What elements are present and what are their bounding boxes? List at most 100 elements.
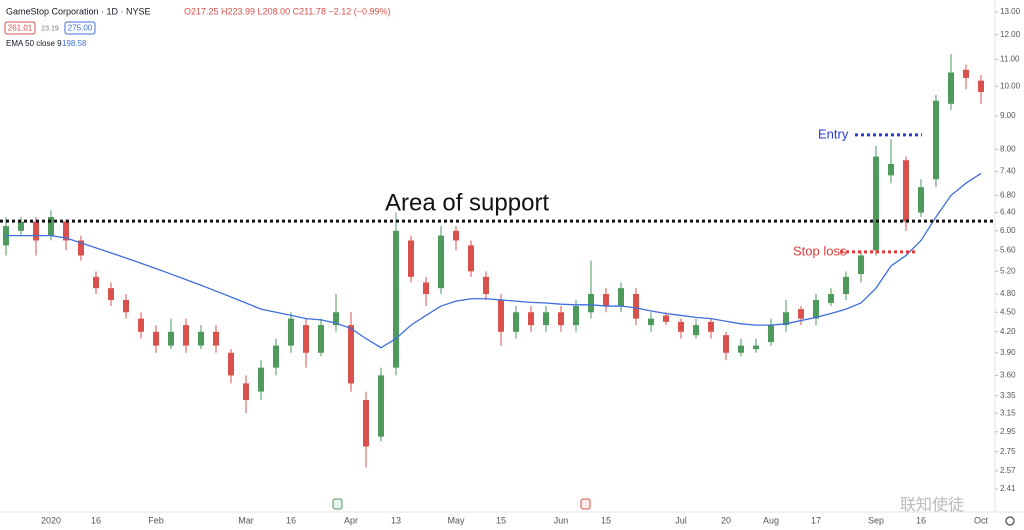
y-tick-label: 3.90 (1000, 348, 1016, 357)
candle-body (483, 276, 489, 294)
x-tick-label: 16 (286, 515, 296, 525)
candle-body (738, 345, 744, 353)
x-tick-label: 15 (496, 515, 506, 525)
candle-body (213, 331, 219, 346)
candle-body (828, 293, 834, 303)
candle-body (663, 315, 669, 322)
ohlc-readout: O217.25 H223.99 L208.00 C211.78 −2.12 (−… (184, 6, 391, 16)
candle-body (618, 288, 624, 307)
annotation-label: Area of support (385, 189, 549, 216)
y-tick-label: 4.80 (1000, 289, 1016, 298)
candle-body (408, 240, 414, 277)
candle-body (228, 352, 234, 376)
candle-body (603, 293, 609, 307)
candle-body (93, 276, 99, 289)
candle-body (588, 293, 594, 313)
candle-body (63, 221, 69, 241)
bid: 261.01 (8, 24, 33, 33)
candle-body (933, 100, 939, 180)
candle-body (768, 325, 774, 343)
candle-body (873, 156, 879, 251)
candle-body (798, 309, 804, 319)
candle-body (393, 230, 399, 368)
candle-body (678, 321, 684, 332)
candle-body (378, 375, 384, 437)
y-tick-label: 5.60 (1000, 245, 1016, 254)
candle-body (978, 80, 984, 92)
x-tick-label: 20 (721, 515, 731, 525)
candle-body (708, 321, 714, 332)
candle-body (543, 312, 549, 326)
candle-body (423, 282, 429, 294)
spread: 23.19 (41, 25, 59, 32)
y-tick-label: 5.20 (1000, 266, 1016, 275)
candle-body (813, 299, 819, 319)
settings-icon[interactable] (1005, 516, 1015, 526)
indicator-value: 198.58 (62, 39, 87, 48)
candle-body (78, 240, 84, 256)
candle-body (468, 245, 474, 272)
symbol-title: GameStop Corporation · 1D · NYSE (6, 6, 151, 16)
candle-body (498, 299, 504, 332)
candle-body (528, 312, 534, 326)
x-tick-label: Jul (675, 515, 687, 525)
candle-body (168, 331, 174, 346)
y-tick-label: 11.00 (1000, 54, 1020, 63)
candle-body (723, 335, 729, 353)
candle-body (123, 299, 129, 313)
candle-body (633, 293, 639, 319)
x-tick-label: Aug (763, 515, 779, 525)
candle-body (243, 383, 249, 401)
candle-body (318, 325, 324, 353)
annotation-label: Entry (818, 126, 849, 141)
y-tick-label: 13.00 (1000, 7, 1021, 16)
candle-body (33, 221, 39, 241)
y-tick-label: 2.95 (1000, 427, 1016, 436)
candle-body (858, 255, 864, 275)
split-marker (580, 498, 591, 510)
candle-body (753, 345, 759, 350)
candle-body (348, 325, 354, 384)
candle-body (333, 312, 339, 326)
y-tick-label: 8.00 (1000, 145, 1016, 154)
candle-body (648, 318, 654, 326)
watermark: 联知使徒 (900, 496, 964, 514)
candle-body (948, 72, 954, 104)
candle-body (963, 69, 969, 78)
x-tick-label: 15 (601, 515, 611, 525)
ema-line (6, 172, 982, 349)
ask: 275.00 (68, 24, 93, 33)
candle-body (288, 318, 294, 346)
candle-body (783, 312, 789, 326)
x-tick-label: Mar (238, 515, 254, 525)
candle-body (18, 221, 24, 231)
y-tick-label: 6.40 (1000, 208, 1016, 217)
y-tick-label: 4.20 (1000, 327, 1016, 336)
x-tick-label: Feb (148, 515, 164, 525)
candle-body (693, 325, 699, 336)
y-tick-label: 7.40 (1000, 167, 1016, 176)
candle-body (258, 367, 264, 392)
y-tick-label: 3.15 (1000, 408, 1016, 417)
candle-body (108, 288, 114, 300)
candle-body (363, 400, 369, 447)
y-tick-label: 10.00 (1000, 81, 1021, 90)
candle-body (273, 345, 279, 368)
x-tick-label: Sep (868, 515, 884, 525)
x-tick-label: 2020 (41, 515, 61, 525)
candle-body (48, 217, 54, 236)
y-tick-label: 6.80 (1000, 191, 1016, 200)
y-tick-label: 2.41 (1000, 484, 1016, 493)
y-tick-label: 4.50 (1000, 307, 1016, 316)
candle-body (513, 312, 519, 332)
candle-body (198, 331, 204, 346)
bid-box (4, 21, 36, 35)
candle-body (453, 230, 459, 241)
earnings-marker (332, 498, 343, 510)
candle-body (903, 160, 909, 222)
x-tick-label: 16 (916, 515, 926, 525)
event-markers (332, 498, 591, 510)
y-tick-label: 6.00 (1000, 226, 1016, 235)
